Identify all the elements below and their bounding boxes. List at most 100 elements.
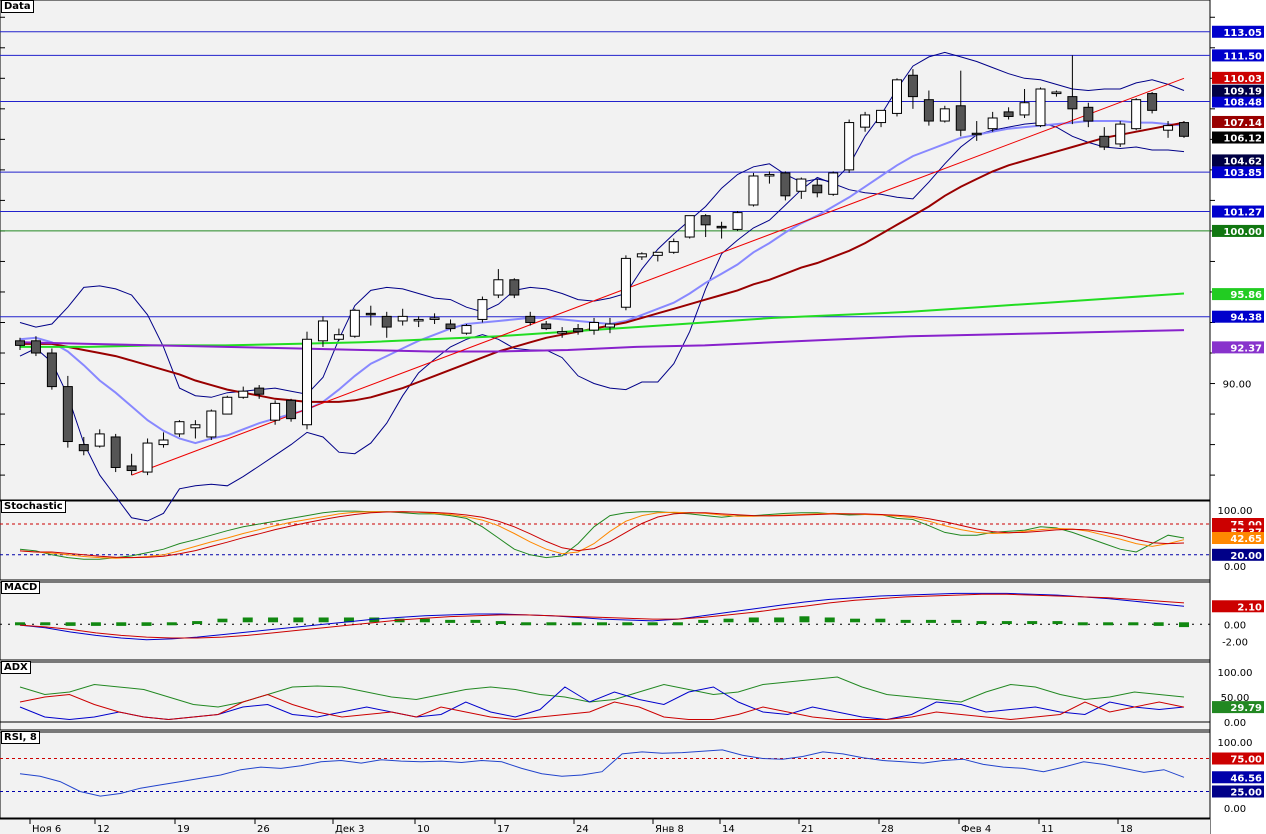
candle xyxy=(812,179,823,198)
candle-body xyxy=(1147,93,1158,111)
candle-body xyxy=(764,173,775,177)
candle xyxy=(987,111,998,132)
candle-body xyxy=(828,172,839,195)
x-axis-label: 24 xyxy=(576,824,589,834)
macd-histogram-bar xyxy=(1179,622,1189,628)
candle-body xyxy=(30,340,41,354)
candle-body xyxy=(238,390,249,398)
candle xyxy=(126,453,137,476)
candle-body xyxy=(254,387,265,395)
adx-minus-di-line xyxy=(19,693,1185,721)
candle xyxy=(573,324,584,335)
macd-histogram-bar xyxy=(799,616,810,623)
candle xyxy=(397,308,408,326)
candle xyxy=(1019,88,1030,118)
macd-histogram-bar xyxy=(951,619,962,623)
price-marker-label: 110.03 xyxy=(1223,74,1262,85)
x-axis-label: 17 xyxy=(497,824,510,834)
level-marker-bg xyxy=(1212,95,1264,108)
panel-title-macd: MACD xyxy=(1,581,41,594)
candle xyxy=(174,420,185,437)
macd-histogram-bar xyxy=(495,621,506,625)
candle-body xyxy=(1163,125,1174,131)
macd-histogram-bar xyxy=(850,618,861,623)
candle xyxy=(1115,121,1126,147)
candle xyxy=(1003,107,1014,120)
panel-frame-2 xyxy=(0,581,1211,661)
candle-body xyxy=(190,424,201,429)
candle xyxy=(716,221,727,239)
adx-marker-label: 29.79 xyxy=(1230,703,1262,714)
candle xyxy=(732,211,743,231)
price-marker-bg xyxy=(1212,71,1264,84)
level-marker-label: 101.27 xyxy=(1223,208,1262,219)
level-marker-label: 94.38 xyxy=(1230,313,1262,324)
candle xyxy=(158,432,169,448)
candle xyxy=(254,385,265,399)
panel-title-stochastic: Stochastic xyxy=(1,500,66,513)
candle xyxy=(668,238,679,254)
candle xyxy=(828,171,839,196)
candle-body xyxy=(126,465,137,472)
price-marker: 106.12 xyxy=(1212,131,1264,145)
candle xyxy=(110,433,121,473)
candle xyxy=(764,171,775,184)
macd-histogram-bar xyxy=(242,617,253,623)
price-marker-label: 109.19 xyxy=(1223,87,1262,98)
macd-histogram-bar xyxy=(672,622,683,626)
macd-histogram-bar xyxy=(1001,621,1012,625)
macd-histogram-bar xyxy=(723,618,734,623)
candle-body xyxy=(589,321,600,331)
candle-body xyxy=(573,328,584,333)
candle xyxy=(270,400,281,425)
candle-body xyxy=(716,225,727,229)
x-axis-label: 12 xyxy=(97,824,110,834)
candle-body xyxy=(1131,99,1142,130)
candle xyxy=(652,251,663,262)
candle-body xyxy=(1019,102,1030,116)
price-marker: 92.37 xyxy=(1212,341,1264,354)
candle xyxy=(349,308,360,338)
candle-body xyxy=(222,396,233,415)
macd-marker: 2.10 xyxy=(1212,600,1264,613)
candle-body xyxy=(302,338,313,426)
candle-body xyxy=(1099,135,1110,148)
candle-body xyxy=(636,253,647,258)
macd-histogram-bar xyxy=(824,617,835,623)
level-marker: 111.50 xyxy=(1212,49,1264,62)
macd-histogram-bar xyxy=(571,622,582,626)
candle-body xyxy=(78,444,89,452)
stoch-marker: 20.00 xyxy=(1212,548,1264,562)
macd-marker-label: 2.10 xyxy=(1237,602,1262,613)
level-marker-label: 103.85 xyxy=(1223,168,1262,179)
panel-frame-4 xyxy=(0,731,1211,819)
candle-body xyxy=(700,215,711,226)
candle xyxy=(1083,102,1094,128)
stoch-marker: 42.65 xyxy=(1212,532,1264,545)
macd-histogram-bar xyxy=(166,622,177,626)
panel-title-rsi: RSI, 8 xyxy=(1,731,40,744)
candle xyxy=(748,172,759,207)
macd-histogram-bar xyxy=(1077,622,1088,626)
candle-body xyxy=(333,334,344,340)
bollinger-lower-line xyxy=(19,122,1185,522)
price-marker-label: 106.12 xyxy=(1223,134,1262,145)
macd-histogram-bar xyxy=(343,617,354,623)
candle-body xyxy=(286,399,297,420)
candle-body xyxy=(397,315,408,322)
ema-purple-line xyxy=(19,329,1185,353)
candle-body xyxy=(15,340,25,346)
price-marker-label: 107.14 xyxy=(1223,118,1262,129)
candle xyxy=(796,177,807,199)
adx-tick-label: 100.00 xyxy=(1218,668,1253,679)
level-marker-bg xyxy=(1212,25,1264,38)
candle-body xyxy=(429,317,440,320)
candle xyxy=(413,316,424,328)
level-marker: 101.27 xyxy=(1212,205,1264,219)
stoch-tick-label: 100.00 xyxy=(1218,506,1253,517)
candle xyxy=(525,311,536,326)
candle-body xyxy=(812,184,823,194)
macd-histogram-bar xyxy=(976,621,987,625)
candle-body xyxy=(461,325,472,334)
